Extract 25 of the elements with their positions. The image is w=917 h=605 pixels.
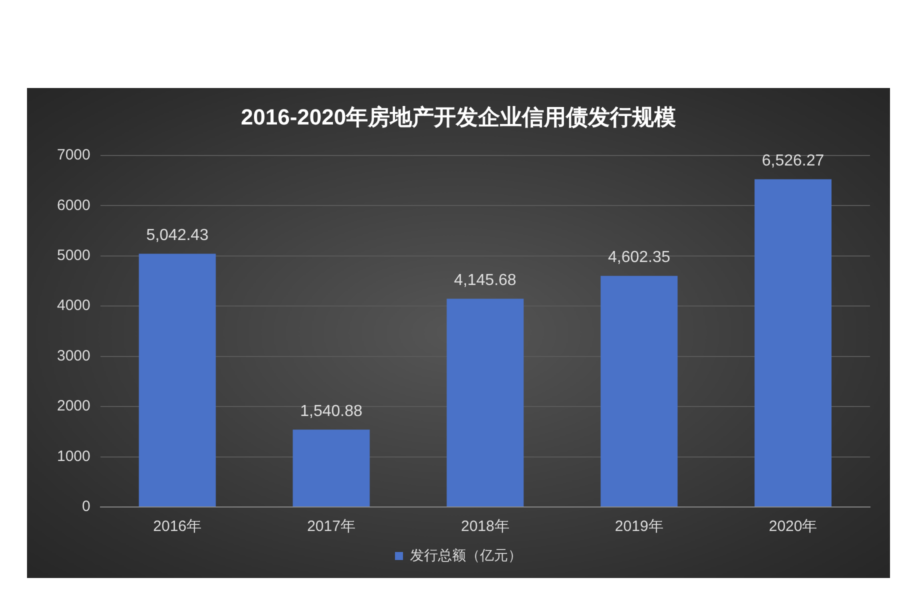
y-tick-label: 1000 (56, 448, 90, 465)
data-label: 1,540.88 (300, 403, 362, 420)
y-tick-label: 0 (82, 498, 90, 516)
bar (446, 298, 524, 506)
y-tick-label: 7000 (56, 146, 90, 164)
bar (138, 254, 216, 506)
y-tick-label: 3000 (56, 347, 90, 364)
x-tick-label: 2016年 (153, 518, 202, 536)
x-tick-label: 2018年 (460, 518, 510, 536)
bar (754, 179, 832, 506)
bar (600, 276, 678, 506)
y-tick-label: 5000 (56, 247, 90, 264)
y-tick-label: 2000 (56, 398, 90, 415)
data-label: 5,042.43 (146, 227, 209, 244)
x-tick-label: 2019年 (614, 518, 664, 536)
data-label: 6,526.27 (762, 152, 824, 170)
bar (292, 430, 370, 506)
legend-label: 发行总额（亿元） (410, 546, 522, 563)
x-tick-label: 2017年 (307, 518, 356, 536)
chart-title: 2016-2020年房地产开发企业信用债发行规模 (240, 104, 676, 130)
y-tick-label: 6000 (56, 196, 90, 214)
data-label: 4,145.68 (454, 272, 516, 290)
x-tick-label: 2020年 (768, 518, 818, 536)
data-label: 4,602.35 (608, 249, 670, 266)
y-tick-label: 4000 (56, 297, 90, 314)
